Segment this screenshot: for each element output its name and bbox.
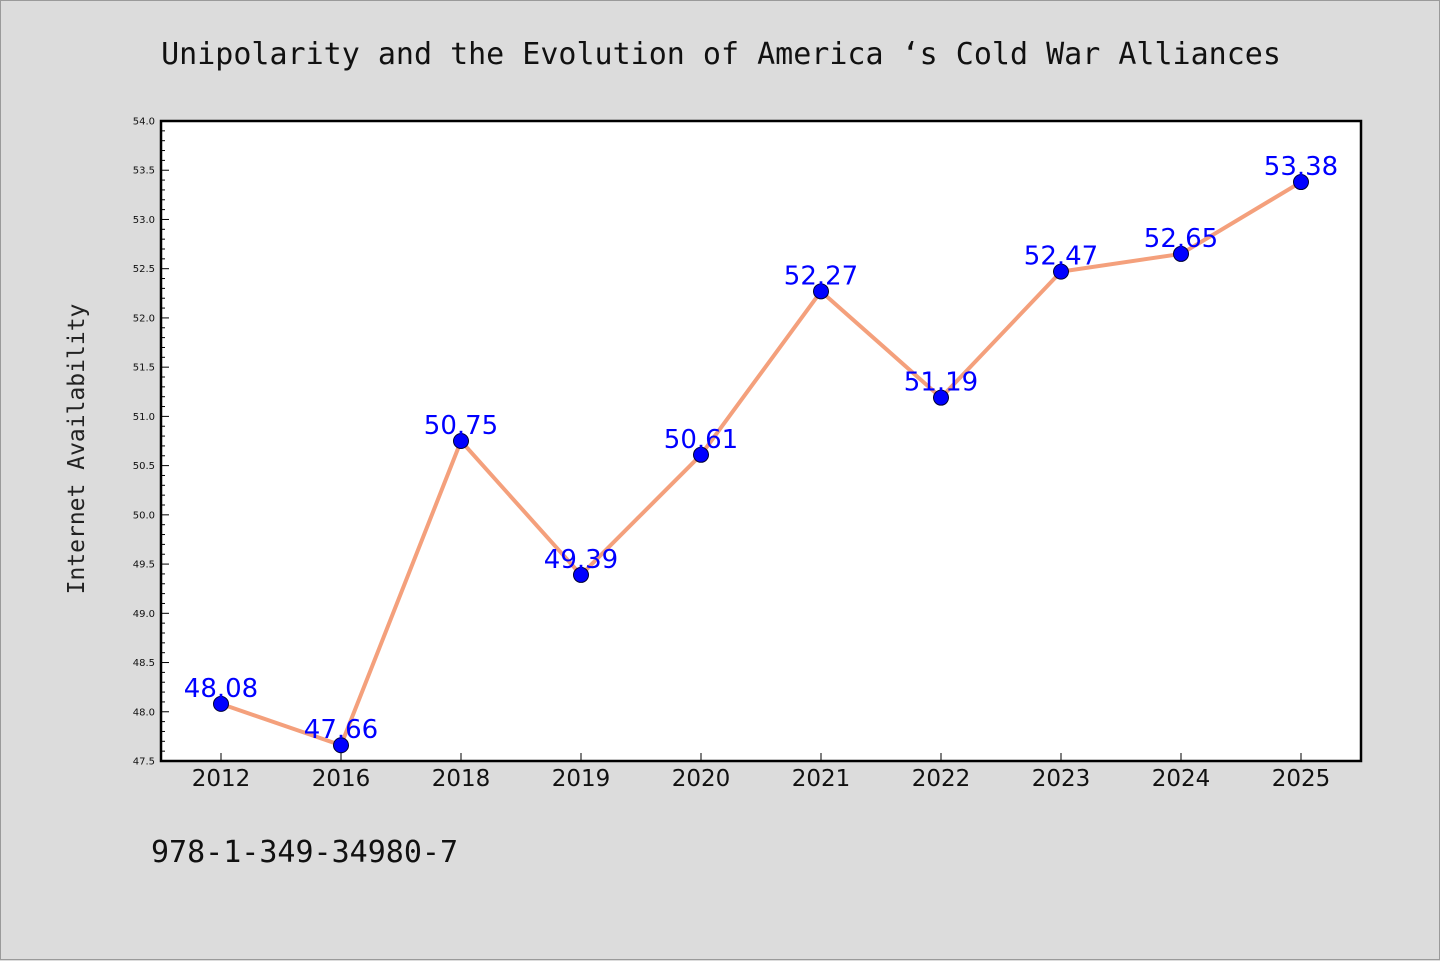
- data-label: 47.66: [304, 715, 378, 745]
- x-tick-label: 2019: [552, 766, 611, 792]
- data-label: 48.08: [184, 674, 258, 704]
- data-label: 52.47: [1024, 242, 1098, 272]
- data-point: [1173, 245, 1189, 262]
- y-tick-label: 48.5: [133, 658, 155, 669]
- x-axis: 2012 2016 2018 2019 2020 2021 2022 2023 2024 2025: [192, 753, 1331, 792]
- data-point: [453, 433, 469, 449]
- data-point: [813, 283, 829, 300]
- data-label: 52.27: [784, 261, 858, 291]
- data-label: 49.39: [544, 545, 618, 575]
- y-tick-label: 47.5: [133, 757, 155, 768]
- y-tick-label: 52.0: [133, 313, 155, 324]
- data-point: [573, 566, 589, 583]
- x-tick-label: 2012: [192, 766, 251, 792]
- data-point: [933, 389, 949, 406]
- data-label: 50.61: [664, 425, 738, 455]
- x-tick-label: 2021: [792, 766, 851, 792]
- data-label: 50.75: [424, 411, 498, 441]
- y-tick-label: 53.5: [133, 166, 155, 177]
- series-line: [220, 180, 1303, 748]
- data-point: [333, 737, 349, 754]
- data-point: [213, 695, 229, 712]
- y-tick-label: 48.0: [133, 707, 155, 718]
- y-tick-label: 52.5: [133, 264, 155, 275]
- data-point: [1053, 263, 1069, 280]
- x-tick-label: 2018: [432, 766, 491, 792]
- x-tick-label: 2024: [1152, 766, 1211, 792]
- x-tick-label: 2016: [312, 766, 371, 792]
- x-tick-label: 2020: [672, 766, 731, 792]
- plot-area: [161, 121, 1361, 761]
- y-tick-label: 50.0: [133, 510, 155, 521]
- x-tick-label: 2025: [1272, 766, 1331, 792]
- plot-frame: [159, 119, 1363, 763]
- y-tick-label: 51.0: [133, 412, 155, 423]
- y-tick-label: 49.0: [133, 609, 155, 620]
- y-tick-label: 54.0: [133, 117, 155, 128]
- x-tick-label: 2022: [912, 766, 971, 792]
- isbn-text: 978-1-349-34980-7: [151, 835, 459, 870]
- data-label: 53.38: [1264, 152, 1338, 182]
- data-labels: 48.08 47.66 50.75 49.39 50.61 52.27 51.19 52.47…: [184, 152, 1338, 745]
- y-tick-label: 49.5: [133, 560, 155, 571]
- data-label: 51.19: [904, 368, 978, 398]
- y-tick-label: 50.5: [133, 461, 155, 472]
- data-point: [1293, 174, 1309, 191]
- series-markers: [213, 174, 1309, 754]
- data-point: [693, 446, 709, 463]
- y-tick-label: 51.5: [133, 363, 155, 374]
- y-axis: 47.5 48.0 48.5 49.0 49.5 50.0 50.5 51.0 51.5 52.0…: [133, 117, 169, 768]
- y-tick-label: 53.0: [133, 215, 155, 226]
- data-label: 52.65: [1144, 224, 1218, 254]
- chart-title: Unipolarity and the Evolution of America…: [161, 37, 1281, 72]
- x-tick-label: 2023: [1032, 766, 1091, 792]
